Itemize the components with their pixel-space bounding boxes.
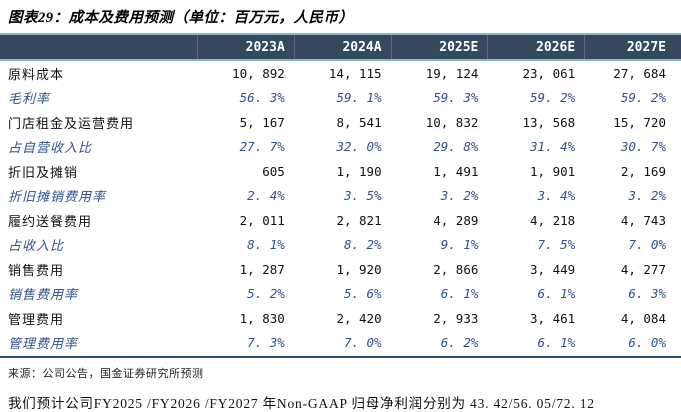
cell-value: 7. 0% [628,237,666,253]
cell-value: 59. 2% [530,90,576,106]
cell-value: 6. 3% [628,286,666,302]
row-label: 履约送餐费用 [8,213,93,229]
table-row-da-expense-ratio: 折旧摊销费用率 2. 4% 3. 5% 3. 2% 3. 4% 3. 2% [0,184,681,209]
column-header-2024a: 2024A [293,35,391,59]
cell-value: 2, 169 [620,163,666,179]
cost-forecast-table: 2023A 2024A 2025E 2026E 2027E 原料成本 10, 8… [0,33,681,358]
table-row-admin-expense-ratio: 管理费用率 7. 3% 7. 0% 6. 2% 6. 1% 6. 0% [0,331,681,356]
row-label: 折旧摊销费用率 [8,189,107,205]
cell-value: 1, 901 [530,163,576,179]
cell-value: 7. 3% [247,335,285,351]
cell-value: 30. 7% [620,139,666,155]
cell-value: 10, 892 [232,65,285,81]
table-row-selling-expense-ratio: 销售费用率 5. 2% 5. 6% 6. 1% 6. 1% 6. 3% [0,282,681,307]
cell-value: 2, 011 [239,212,285,228]
cell-value: 56. 3% [239,90,285,106]
cell-value: 1, 920 [336,261,382,277]
cell-value: 4, 277 [620,261,666,277]
cell-value: 3. 4% [537,188,576,204]
cell-value: 10, 832 [425,114,479,130]
cell-value: 7. 5% [537,237,576,253]
table-header-row: 2023A 2024A 2025E 2026E 2027E [0,33,681,61]
table-row-depreciation-amortization: 折旧及摊销 605 1, 190 1, 491 1, 901 2, 169 [0,159,681,184]
cell-value: 27, 684 [613,65,666,81]
table-row-pct-revenue: 占收入比 8. 1% 8. 2% 9. 1% 7. 5% 7. 0% [0,233,681,258]
table-row-admin-expense: 管理费用 1, 830 2, 420 2, 933 3, 461 4, 084 [0,306,681,331]
cell-value: 59. 3% [433,90,479,106]
column-header-2026e: 2026E [487,35,584,59]
cell-value: 3. 2% [440,188,479,204]
cell-value: 3, 449 [530,261,576,277]
cell-value: 19, 124 [425,65,479,81]
table-bottom-rule [0,356,681,358]
table-row-selling-expense: 销售费用 1, 287 1, 920 2, 866 3, 449 4, 277 [0,257,681,282]
cell-value: 5. 6% [343,286,382,302]
cell-value: 7. 0% [343,335,382,351]
figure-title: 图表29：成本及费用预测（单位：百万元，人民币） [8,10,354,26]
row-label: 管理费用 [8,311,65,327]
cell-value: 1, 491 [433,163,479,179]
cell-value: 1, 287 [239,261,285,277]
cell-value: 6. 1% [537,286,576,302]
cell-value: 2, 933 [433,310,479,326]
cell-value: 8, 541 [336,114,382,130]
cell-value: 8. 2% [343,237,382,253]
cell-value: 5, 167 [239,114,285,130]
cell-value: 23, 061 [522,65,576,81]
table-row-pct-self-operated-revenue: 占自营收入比 27. 7% 32. 0% 29. 8% 31. 4% 30. 7… [0,135,681,160]
header-empty-cell [0,35,197,59]
cell-value: 1, 830 [239,310,285,326]
row-label: 管理费用率 [8,336,79,352]
table-row-gross-margin: 毛利率 56. 3% 59. 1% 59. 3% 59. 2% 59. 2% [0,86,681,111]
row-label: 原料成本 [8,66,65,82]
cell-value: 29. 8% [433,139,479,155]
column-header-2027e: 2027E [584,35,681,59]
cell-value: 27. 7% [239,139,285,155]
cell-value: 6. 1% [537,335,576,351]
cell-value: 1, 190 [336,163,382,179]
cell-value: 8. 1% [247,237,285,253]
column-header-2023a: 2023A [197,35,294,59]
cell-value: 4, 289 [433,212,479,228]
cell-value: 59. 1% [336,90,382,106]
cell-value: 6. 1% [440,286,479,302]
row-label: 销售费用率 [8,287,79,303]
cell-value: 14, 115 [328,65,382,81]
cell-value: 2, 420 [336,310,382,326]
cell-value: 3. 5% [343,188,382,204]
cell-value: 31. 4% [530,139,576,155]
cell-value: 4, 084 [620,310,666,326]
cell-value: 4, 218 [530,212,576,228]
cell-value: 2, 821 [336,212,382,228]
row-label: 折旧及摊销 [8,164,79,180]
cell-value: 59. 2% [620,90,666,106]
cell-value: 2. 4% [247,188,285,204]
row-label: 毛利率 [8,91,51,107]
cell-value: 15, 720 [613,114,666,130]
source-note: 来源：公司公告，国金证券研究所预测 [8,368,204,380]
row-label: 门店租金及运营费用 [8,115,135,131]
cell-value: 2, 866 [433,261,479,277]
cell-value: 13, 568 [522,114,576,130]
cell-value: 6. 2% [440,335,479,351]
cell-value: 5. 2% [247,286,285,302]
cell-value: 9. 1% [440,237,479,253]
cell-value: 32. 0% [336,139,382,155]
cell-value: 605 [262,163,285,179]
body-text-clipped: 我们预计公司FY2025 /FY2026 /FY2027 年Non-GAAP 归… [8,396,595,411]
table-row-fulfillment-delivery-expense: 履约送餐费用 2, 011 2, 821 4, 289 4, 218 4, 74… [0,208,681,233]
column-header-2025e: 2025E [390,35,488,59]
cell-value: 4, 743 [620,212,666,228]
table-row-raw-material-cost: 原料成本 10, 892 14, 115 19, 124 23, 061 27,… [0,61,681,86]
row-label: 占收入比 [8,238,65,254]
cell-value: 3, 461 [530,310,576,326]
row-label: 占自营收入比 [8,140,93,156]
cell-value: 3. 2% [628,188,666,204]
row-label: 销售费用 [8,262,65,278]
table-row-store-rent-opex: 门店租金及运营费用 5, 167 8, 541 10, 832 13, 568 … [0,110,681,135]
cell-value: 6. 0% [628,335,666,351]
